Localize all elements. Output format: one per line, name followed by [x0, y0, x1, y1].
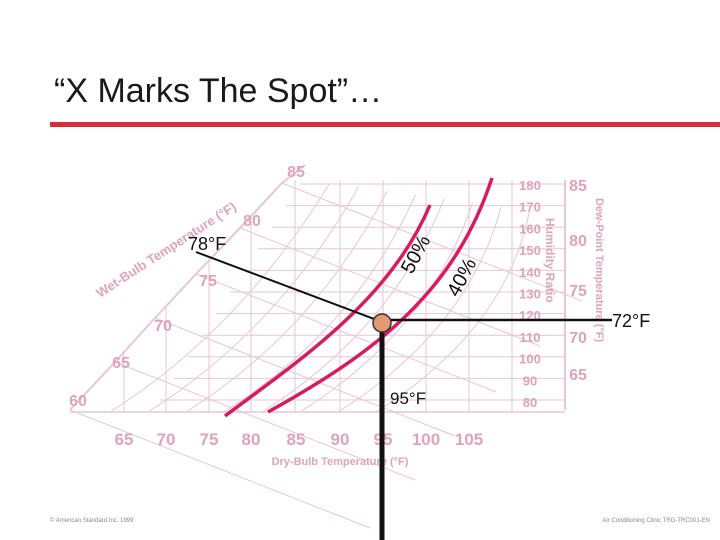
- wet-bulb-tick-label: 70: [154, 318, 172, 335]
- dew-point-tick-label: 80: [569, 233, 587, 250]
- title-rule: [50, 122, 720, 127]
- rh-gridline: [223, 194, 416, 413]
- humidity-ratio-tick-label: 160: [519, 221, 541, 236]
- rh-gridline: [147, 186, 359, 413]
- humidity-ratio-axis-label: Humidity Ratio: [543, 218, 557, 303]
- humidity-ratio-tick-label: 170: [519, 200, 541, 215]
- wet-bulb-gridline: [195, 273, 497, 393]
- dry-bulb-tick-label: 70: [157, 430, 176, 449]
- dry-bulb-value-label: 95°F: [390, 389, 426, 408]
- rh-gridline: [299, 202, 473, 413]
- dry-bulb-tick-label: 80: [242, 430, 261, 449]
- rh-gridline: [109, 182, 331, 413]
- saturation-curve: [69, 164, 306, 411]
- dew-point-tick-label: 70: [569, 330, 587, 347]
- rh-50-curve: [223, 204, 432, 418]
- wet-bulb-tick-label: 85: [287, 164, 305, 181]
- state-point-marker: [372, 313, 392, 333]
- dry-bulb-tick-label: 105: [455, 430, 483, 449]
- wet-bulb-tick-label: 65: [112, 355, 130, 372]
- wet-bulb-gridline: [239, 227, 541, 347]
- dew-point-tick-label: 75: [569, 283, 587, 300]
- dry-bulb-tick-label: 100: [412, 430, 440, 449]
- rh-40-label: 40%: [443, 254, 481, 300]
- dry-bulb-tick-label: 85: [287, 430, 306, 449]
- dew-point-tick-label: 85: [569, 178, 587, 195]
- rh-40-curve: [267, 177, 494, 414]
- dew-point-axis-label: Dew-Point Temperature (°F): [593, 198, 605, 342]
- dry-bulb-tick-label: 65: [115, 430, 134, 449]
- wet-bulb-line: [195, 251, 383, 323]
- humidity-ratio-tick-label: 100: [519, 352, 541, 367]
- rh-gridline: [185, 190, 388, 413]
- wet-bulb-tick-label: 80: [243, 213, 261, 230]
- wet-bulb-gridline: [114, 361, 416, 481]
- dew-point-value-label: 72°F: [612, 311, 650, 331]
- dry-bulb-axis-label: Dry-Bulb Temperature (°F): [272, 456, 409, 468]
- footer-copyright: © American Standard Inc. 1999: [50, 518, 134, 524]
- wet-bulb-value-label: 78°F: [188, 234, 226, 254]
- tick-labels: 6570758085909510010560657075808518017016…: [69, 164, 587, 449]
- wet-bulb-gridline: [69, 409, 371, 529]
- chart-grid: [69, 180, 583, 529]
- dew-point-tick-label: 65: [569, 367, 587, 384]
- wet-bulb-tick-label: 75: [199, 273, 217, 290]
- humidity-ratio-tick-label: 140: [519, 265, 541, 280]
- wet-bulb-gridline: [154, 317, 456, 437]
- humidity-ratio-tick-label: 130: [519, 287, 541, 302]
- dry-bulb-tick-label: 90: [331, 430, 350, 449]
- wet-bulb-gridline: [281, 182, 583, 302]
- humidity-ratio-tick-label: 150: [519, 243, 541, 258]
- wet-bulb-tick-label: 60: [69, 393, 87, 410]
- slide-title: “X Marks The Spot”…: [54, 72, 383, 110]
- humidity-ratio-tick-label: 180: [519, 178, 541, 193]
- footer-course: Air Conditioning Clinic TRG-TRC001-EN: [602, 518, 710, 524]
- humidity-ratio-tick-label: 80: [523, 395, 537, 410]
- humidity-ratio-tick-label: 110: [520, 330, 541, 345]
- dry-bulb-tick-label: 75: [200, 430, 219, 449]
- humidity-ratio-tick-label: 90: [523, 373, 537, 388]
